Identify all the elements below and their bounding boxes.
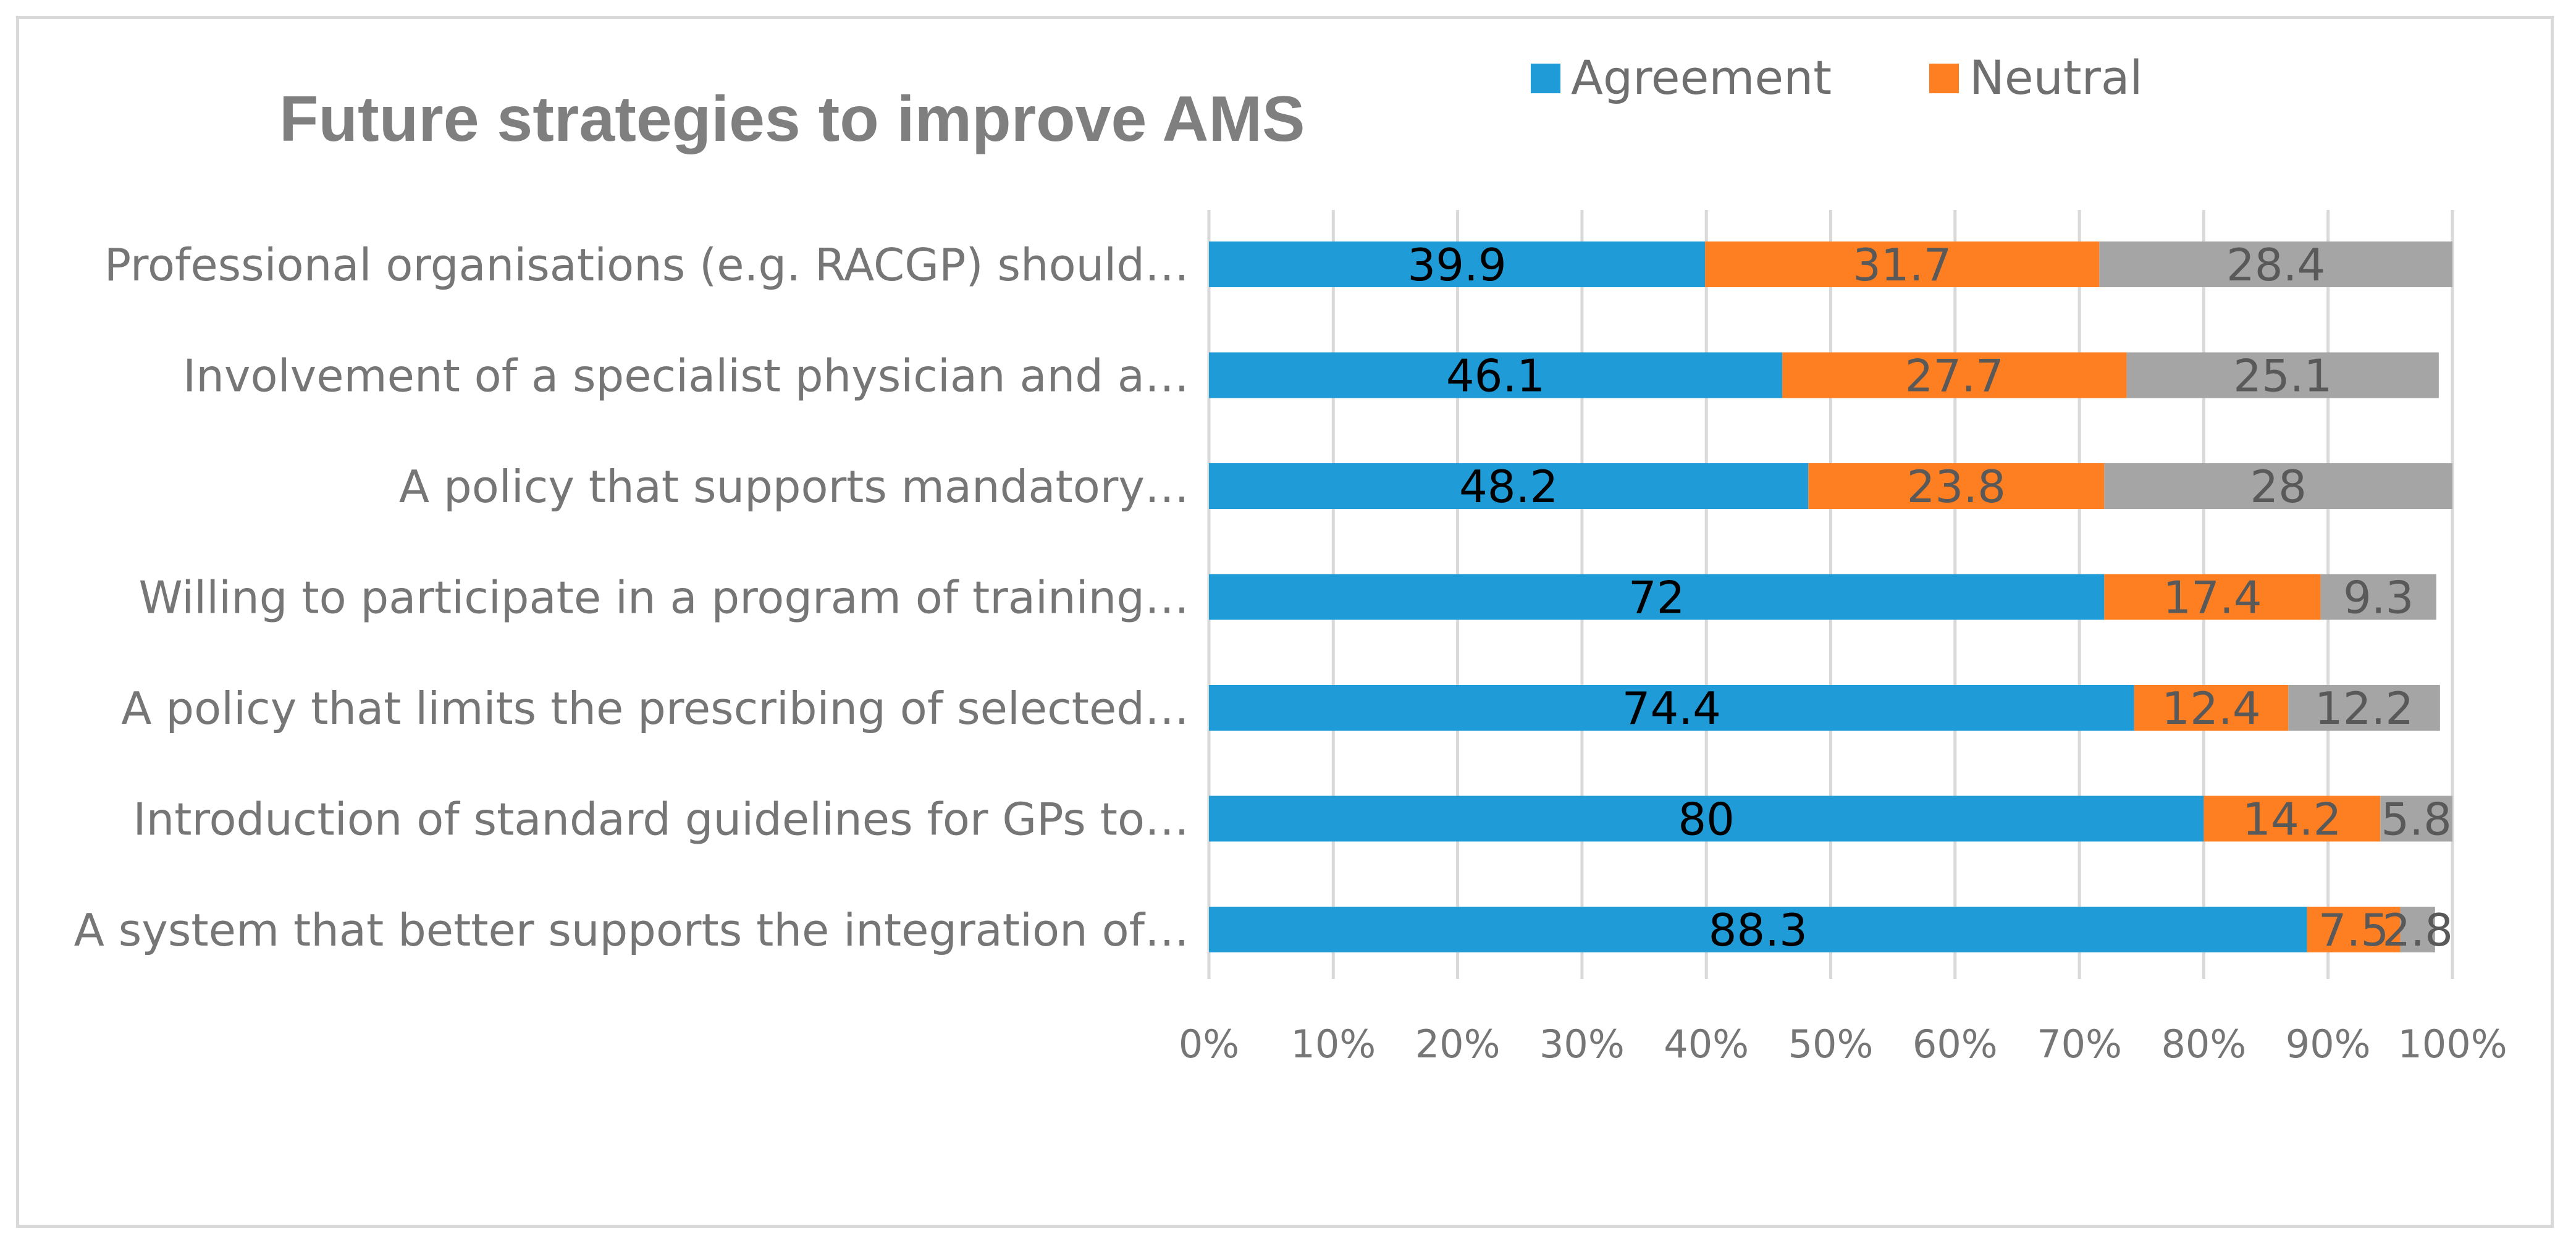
data-label: 14.2: [2242, 794, 2341, 846]
x-tick-label: 20%: [1415, 1022, 1501, 1067]
bar-segment-2: [2203, 796, 2381, 842]
data-label: 17.4: [2163, 572, 2262, 624]
bar-segment-3: [2126, 352, 2439, 398]
bar-segment-2: [2134, 685, 2289, 731]
data-label: 39.9: [1407, 239, 1506, 291]
category-label: Professional organisations (e.g. RACGP) …: [104, 239, 1189, 291]
x-tick-label: 50%: [1788, 1022, 1874, 1067]
bar-segment-3: [2104, 463, 2452, 509]
bar-segment-3: [2400, 907, 2435, 952]
x-tick-label: 10%: [1290, 1022, 1376, 1067]
x-tick-label: 80%: [2161, 1022, 2246, 1067]
x-tick-label: 100%: [2397, 1022, 2507, 1067]
bar-segment-3: [2288, 685, 2440, 731]
legend-swatch: [1929, 64, 1959, 93]
x-axis-ticks: 0% 10% 20% 30% 40% 50% 60% 70% 80% 90% 100%: [1179, 1022, 2507, 1067]
bar-segment-3: [2320, 574, 2436, 620]
bar-segment-2: [2307, 907, 2401, 952]
legend-label: Agreement: [1571, 50, 1832, 105]
data-label: 80: [1678, 794, 1735, 846]
data-label: 88.3: [1709, 904, 1808, 956]
data-label: 48.2: [1459, 461, 1558, 513]
category-label: A policy that limits the prescribing of …: [121, 682, 1189, 734]
data-label: 5.8: [2381, 794, 2452, 846]
x-tick-label: 70%: [2037, 1022, 2122, 1067]
bar-segment-1: [1209, 463, 1809, 509]
data-label: 46.1: [1446, 350, 1545, 402]
legend-swatch: [1531, 64, 1560, 93]
bar-segment-1: [1209, 352, 1782, 398]
x-tick-label: 60%: [1913, 1022, 1998, 1067]
data-label: 31.7: [1853, 239, 1951, 291]
bar-segment-2: [2104, 574, 2321, 620]
x-tick-label: 0%: [1179, 1022, 1239, 1067]
category-label: Involvement of a specialist physician an…: [183, 350, 1189, 402]
bar-segment-2: [1705, 241, 2100, 287]
data-label: 23.8: [1907, 461, 2006, 513]
data-label: 9.3: [2343, 572, 2414, 624]
data-label: 72: [1628, 572, 1685, 624]
data-label: 7.5: [2318, 904, 2389, 956]
x-tick-label: 30%: [1539, 1022, 1625, 1067]
bar-segment-1: [1209, 796, 2204, 842]
category-label: A policy that supports mandatory…: [399, 461, 1189, 513]
chart-frame: [16, 16, 2554, 1228]
data-label: 2.8: [2382, 904, 2453, 956]
bar-segment-3: [2380, 796, 2452, 842]
bar-segment-3: [2099, 241, 2452, 287]
chart-title: Future strategies to improve AMS: [279, 83, 1305, 155]
data-labels: 39.9 31.7 28.4 46.1 27.7 25.1 48.2 23.8 28 72 17.4…: [1407, 239, 2452, 956]
x-tick-label: 90%: [2286, 1022, 2371, 1067]
legend: Agreement Neutral: [1531, 50, 2143, 105]
data-label: 12.2: [2315, 682, 2414, 734]
data-label: 27.7: [1905, 350, 2004, 402]
bar-segment-1: [1209, 685, 2134, 731]
legend-label: Neutral: [1969, 50, 2143, 105]
category-labels: Professional organisations (e.g. RACGP) …: [74, 239, 1189, 956]
bar-segment-1: [1209, 574, 2105, 620]
bar-segment-2: [1808, 463, 2105, 509]
x-tick-label: 40%: [1664, 1022, 1749, 1067]
data-label: 28.4: [2226, 239, 2325, 291]
data-label: 28: [2250, 461, 2307, 513]
bar-segment-1: [1209, 907, 2307, 952]
bars: [1209, 241, 2452, 952]
category-label: Willing to participate in a program of t…: [139, 572, 1189, 624]
data-label: 74.4: [1622, 682, 1721, 734]
data-label: 12.4: [2161, 682, 2260, 734]
category-label: A system that better supports the integr…: [74, 904, 1189, 956]
category-label: Introduction of standard guidelines for …: [133, 794, 1189, 846]
bar-segment-1: [1209, 241, 1706, 287]
data-label: 25.1: [2233, 350, 2332, 402]
bar-segment-2: [1782, 352, 2127, 398]
